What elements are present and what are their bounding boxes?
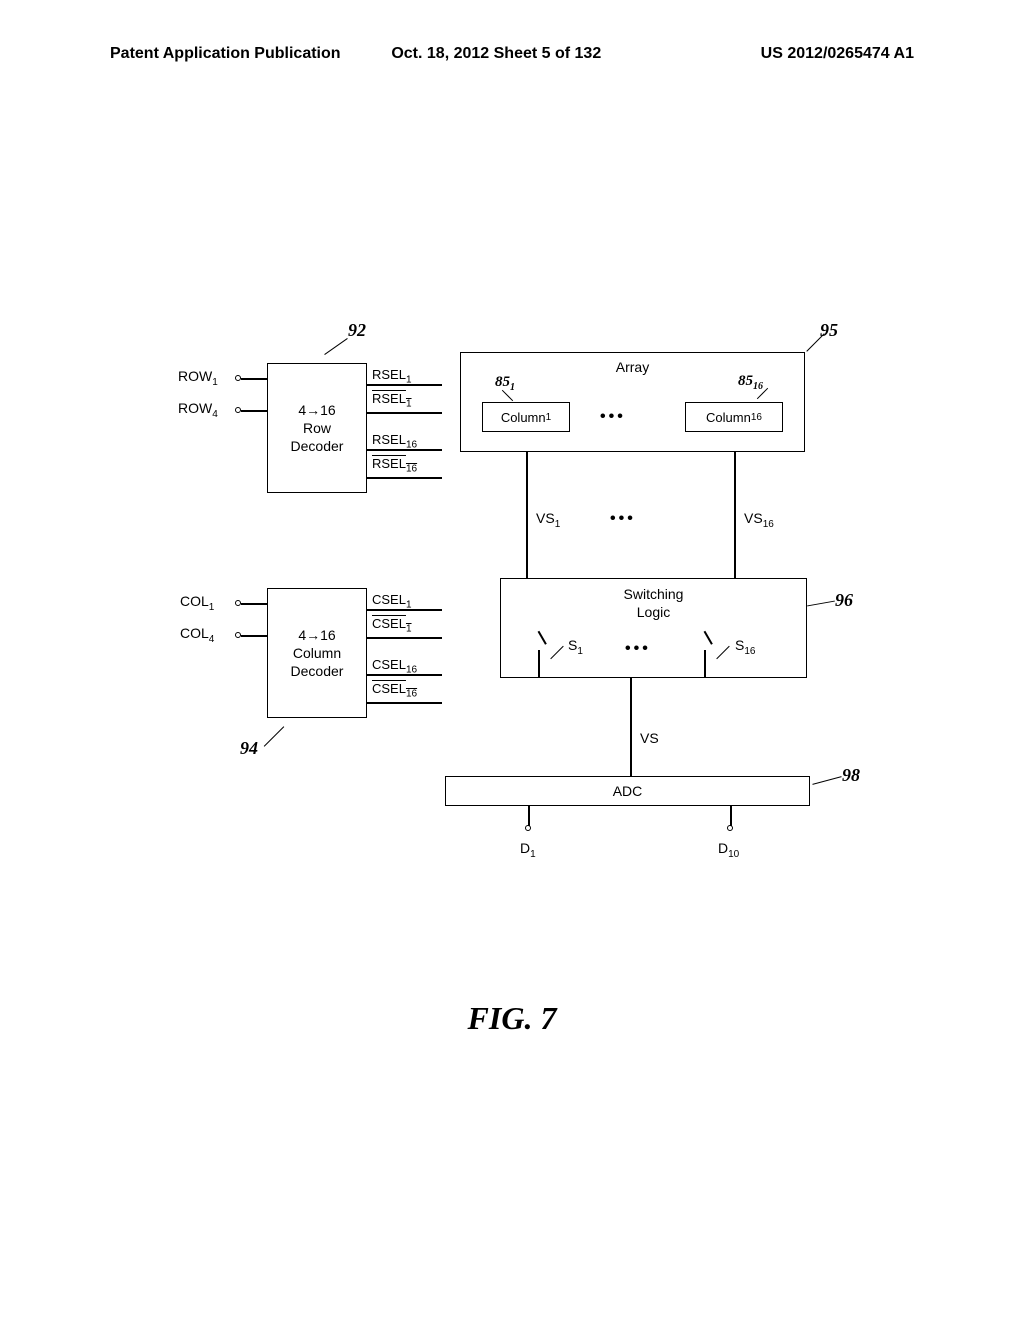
adc-box: ADC	[445, 776, 810, 806]
ref-95: 95	[820, 320, 838, 341]
col-decoder-line2: Column	[293, 644, 341, 662]
figure-caption: FIG. 7	[0, 1000, 1024, 1037]
column-16-box: Column16	[685, 402, 783, 432]
column-decoder-box: 4→16 Column Decoder	[267, 588, 367, 718]
dots-vs: •••	[610, 510, 636, 528]
ref-94: 94	[240, 738, 258, 759]
rsel-1: RSEL1	[372, 368, 412, 386]
vs1-label: VS1	[536, 510, 560, 530]
header-left: Patent Application Publication	[110, 45, 371, 63]
s1-label: S1	[568, 637, 583, 657]
vs16-label: VS16	[744, 510, 774, 530]
col-decoder-line1: 4→16	[298, 626, 335, 644]
ref-98: 98	[842, 765, 860, 786]
array-title: Array	[616, 359, 649, 375]
d1-pin	[525, 825, 531, 831]
csel-1: CSEL1	[372, 593, 412, 611]
ref-85-16: 8516	[738, 373, 763, 392]
row4-label: ROW4	[178, 400, 218, 420]
csel-1-bar: CSEL1	[372, 617, 412, 635]
row-decoder-box: 4→16 Row Decoder	[267, 363, 367, 493]
switching-logic-box: Switching Logic	[500, 578, 807, 678]
row-decoder-line2: Row	[303, 419, 331, 437]
header-right: US 2012/0265474 A1	[653, 45, 914, 63]
csel-16: CSEL16	[372, 658, 417, 676]
adc-label: ADC	[613, 783, 643, 799]
switching-line2: Logic	[637, 603, 670, 621]
dots-columns: •••	[600, 408, 626, 426]
row-decoder-line3: Decoder	[291, 437, 344, 455]
diagram: 4→16 Row Decoder 92 4→16 Column Decoder …	[100, 340, 920, 940]
rsel-16: RSEL16	[372, 433, 417, 451]
d10-label: D10	[718, 840, 739, 860]
s16-label: S16	[735, 637, 755, 657]
rsel-16-bar: RSEL16	[372, 457, 417, 475]
header-center: Oct. 18, 2012 Sheet 5 of 132	[371, 45, 652, 63]
ref-92: 92	[348, 320, 366, 341]
switching-line1: Switching	[624, 585, 684, 603]
d1-label: D1	[520, 840, 536, 860]
d10-pin	[727, 825, 733, 831]
col4-label: COL4	[180, 625, 214, 645]
column-1-box: Column1	[482, 402, 570, 432]
csel-16-bar: CSEL16	[372, 682, 417, 700]
row1-label: ROW1	[178, 368, 218, 388]
ref-85-1: 851	[495, 374, 515, 393]
dots-s: •••	[625, 640, 651, 658]
vs-label: VS	[640, 730, 659, 746]
col-decoder-line3: Decoder	[291, 662, 344, 680]
ref-96: 96	[835, 590, 853, 611]
col1-label: COL1	[180, 593, 214, 613]
row-decoder-line1: 4→16	[298, 401, 335, 419]
rsel-1-bar: RSEL1	[372, 392, 412, 410]
